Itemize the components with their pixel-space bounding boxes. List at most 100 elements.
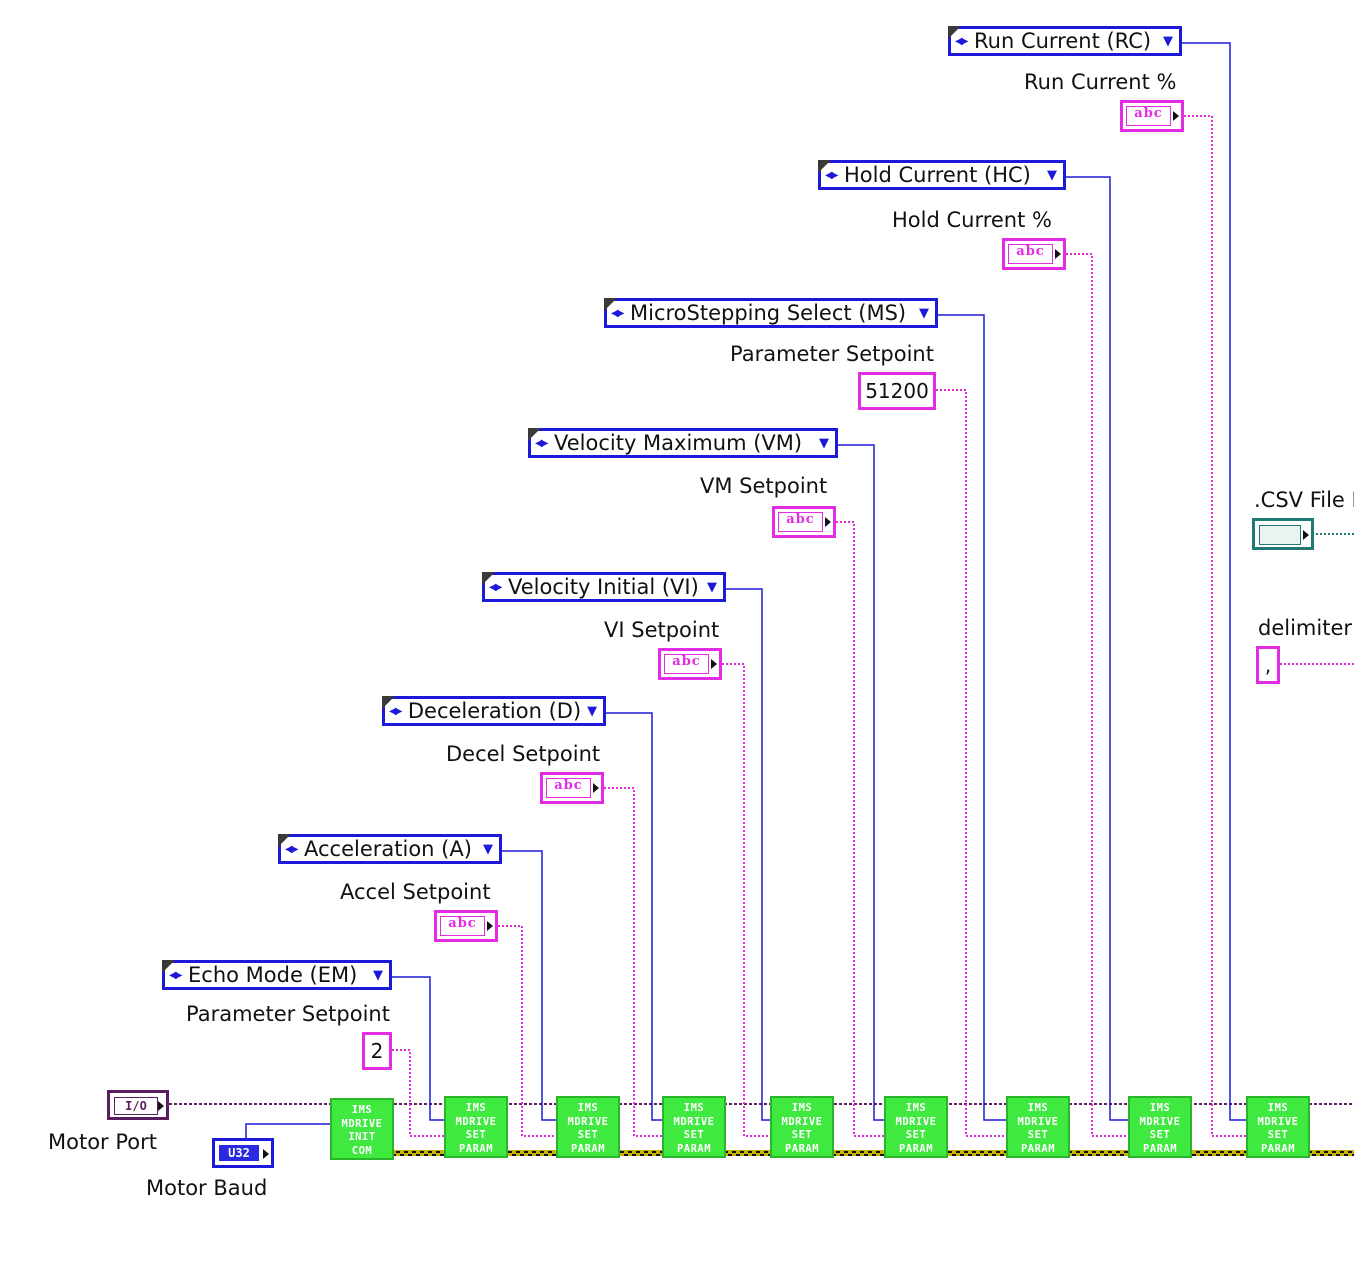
corner-marker	[528, 428, 541, 441]
subvi-text: PARAM	[1260, 1142, 1296, 1155]
dropdown-arrow-icon[interactable]: ▼	[1047, 167, 1057, 183]
output-terminal-icon	[1173, 111, 1179, 121]
string-type-glyph: abc	[440, 916, 485, 936]
corner-marker	[278, 834, 291, 847]
dropdown-arrow-icon[interactable]: ▼	[373, 967, 383, 983]
output-terminal-icon	[1055, 249, 1061, 259]
string-control-run-current[interactable]: abc	[1120, 100, 1184, 132]
subvi-set-param-rc[interactable]: IMS MDRIVE SET PARAM	[1246, 1096, 1310, 1158]
ring-label: Run Current (RC)	[974, 29, 1152, 53]
dropdown-arrow-icon[interactable]: ▼	[919, 305, 929, 321]
dropdown-arrow-icon[interactable]: ▼	[707, 579, 717, 595]
ring-label: Echo Mode (EM)	[188, 963, 358, 987]
increment-icon[interactable]: ◀▶	[611, 307, 624, 319]
subvi-text: SET	[1267, 1129, 1289, 1141]
subvi-text: SET	[683, 1129, 705, 1141]
motor-port-control[interactable]: I/O	[107, 1090, 169, 1120]
string-constant-ms[interactable]: 51200	[858, 372, 936, 410]
subvi-text: PARAM	[898, 1142, 934, 1155]
motor-baud-control[interactable]: U32	[212, 1138, 274, 1168]
baud-wire	[245, 1123, 330, 1138]
subvi-text: PARAM	[1142, 1142, 1178, 1155]
increment-icon[interactable]: ◀▶	[535, 437, 548, 449]
label-decel-setpoint: Decel Setpoint	[446, 742, 601, 766]
subvi-text: IMS	[1149, 1102, 1171, 1114]
subvi-set-param-d[interactable]: IMS MDRIVE SET PARAM	[662, 1096, 726, 1158]
subvi-text: MDRIVE	[895, 1115, 937, 1128]
string-constant-delimiter[interactable]: ,	[1256, 646, 1280, 684]
subvi-text: PARAM	[570, 1142, 606, 1155]
string-control-vi[interactable]: abc	[658, 648, 722, 680]
subvi-text: IMS	[683, 1102, 705, 1114]
dropdown-arrow-icon[interactable]: ▼	[483, 841, 493, 857]
ring-hold-current[interactable]: ◀▶ Hold Current (HC) ▼	[818, 160, 1066, 190]
string-control-hold-current[interactable]: abc	[1002, 238, 1066, 270]
corner-marker	[382, 696, 395, 709]
output-terminal-icon	[593, 783, 599, 793]
path-type-icon	[1259, 525, 1301, 545]
output-terminal-icon	[1303, 530, 1309, 540]
subvi-text: IMS	[1267, 1102, 1289, 1114]
subvi-set-param-em[interactable]: IMS MDRIVE SET PARAM	[444, 1096, 508, 1158]
subvi-text: PARAM	[1020, 1142, 1056, 1155]
label-run-current-pct: Run Current %	[1024, 70, 1177, 94]
output-terminal-icon	[263, 1149, 269, 1159]
ring-run-current[interactable]: ◀▶ Run Current (RC) ▼	[948, 26, 1182, 56]
label-csv-file-path: .CSV File P	[1254, 488, 1354, 512]
ring-echo-mode[interactable]: ◀▶ Echo Mode (EM) ▼	[162, 960, 392, 990]
subvi-text: IMS	[905, 1102, 927, 1114]
subvi-text: IMS	[1027, 1102, 1049, 1114]
ring-velocity-initial[interactable]: ◀▶ Velocity Initial (VI) ▼	[482, 572, 726, 602]
subvi-text: IMS	[465, 1102, 487, 1114]
label-accel-setpoint: Accel Setpoint	[340, 880, 491, 904]
subvi-text: SET	[577, 1129, 599, 1141]
subvi-set-param-hc[interactable]: IMS MDRIVE SET PARAM	[1128, 1096, 1192, 1158]
increment-icon[interactable]: ◀▶	[955, 35, 968, 47]
increment-icon[interactable]: ◀▶	[489, 581, 502, 593]
subvi-text: MDRIVE	[1017, 1115, 1059, 1128]
ring-deceleration[interactable]: ◀▶ Deceleration (D) ▼	[382, 696, 606, 726]
dropdown-arrow-icon[interactable]: ▼	[587, 703, 598, 719]
ring-acceleration[interactable]: ◀▶ Acceleration (A) ▼	[278, 834, 502, 864]
string-control-accel[interactable]: abc	[434, 910, 498, 942]
subvi-text: MDRIVE	[455, 1115, 497, 1128]
dropdown-arrow-icon[interactable]: ▼	[819, 435, 829, 451]
subvi-text: PARAM	[676, 1142, 712, 1155]
ring-velocity-maximum[interactable]: ◀▶ Velocity Maximum (VM) ▼	[528, 428, 838, 458]
dropdown-arrow-icon[interactable]: ▼	[1163, 33, 1173, 49]
string-type-glyph: abc	[1008, 244, 1053, 264]
io-type-glyph: I/O	[114, 1097, 158, 1115]
label-vi-setpoint: VI Setpoint	[604, 618, 720, 642]
subvi-text: MDRIVE	[673, 1115, 715, 1128]
subvi-text: MDRIVE	[1257, 1115, 1299, 1128]
label-ms-setpoint: Parameter Setpoint	[730, 342, 934, 366]
subvi-text: SET	[791, 1129, 813, 1141]
increment-icon[interactable]: ◀▶	[825, 169, 838, 181]
corner-marker	[482, 572, 495, 585]
subvi-text: MDRIVE	[341, 1117, 383, 1130]
increment-icon[interactable]: ◀▶	[285, 843, 298, 855]
string-constant-em[interactable]: 2	[362, 1032, 392, 1070]
increment-icon[interactable]: ◀▶	[389, 705, 402, 717]
ring-label: Hold Current (HC)	[844, 163, 1031, 187]
ring-microstepping[interactable]: ◀▶ MicroStepping Select (MS) ▼	[604, 298, 938, 328]
string-control-decel[interactable]: abc	[540, 772, 604, 804]
corner-marker	[604, 298, 617, 311]
output-terminal-icon	[825, 517, 831, 527]
string-wires	[392, 115, 1354, 1137]
ring-label: Velocity Maximum (VM)	[554, 431, 803, 455]
subvi-set-param-a[interactable]: IMS MDRIVE SET PARAM	[556, 1096, 620, 1158]
subvi-text: IMS	[791, 1102, 813, 1114]
label-motor-port: Motor Port	[48, 1130, 157, 1154]
subvi-text: SET	[1027, 1129, 1049, 1141]
subvi-set-param-vm[interactable]: IMS MDRIVE SET PARAM	[884, 1096, 948, 1158]
string-type-glyph: abc	[1126, 106, 1171, 126]
increment-icon[interactable]: ◀▶	[169, 969, 182, 981]
path-control-csv[interactable]	[1252, 518, 1314, 550]
subvi-set-param-vi[interactable]: IMS MDRIVE SET PARAM	[770, 1096, 834, 1158]
subvi-set-param-ms[interactable]: IMS MDRIVE SET PARAM	[1006, 1096, 1070, 1158]
string-control-vm[interactable]: abc	[772, 506, 836, 538]
enum-wires	[391, 42, 1246, 1121]
subvi-init-com[interactable]: IMS MDRIVE INIT COM	[330, 1098, 394, 1160]
